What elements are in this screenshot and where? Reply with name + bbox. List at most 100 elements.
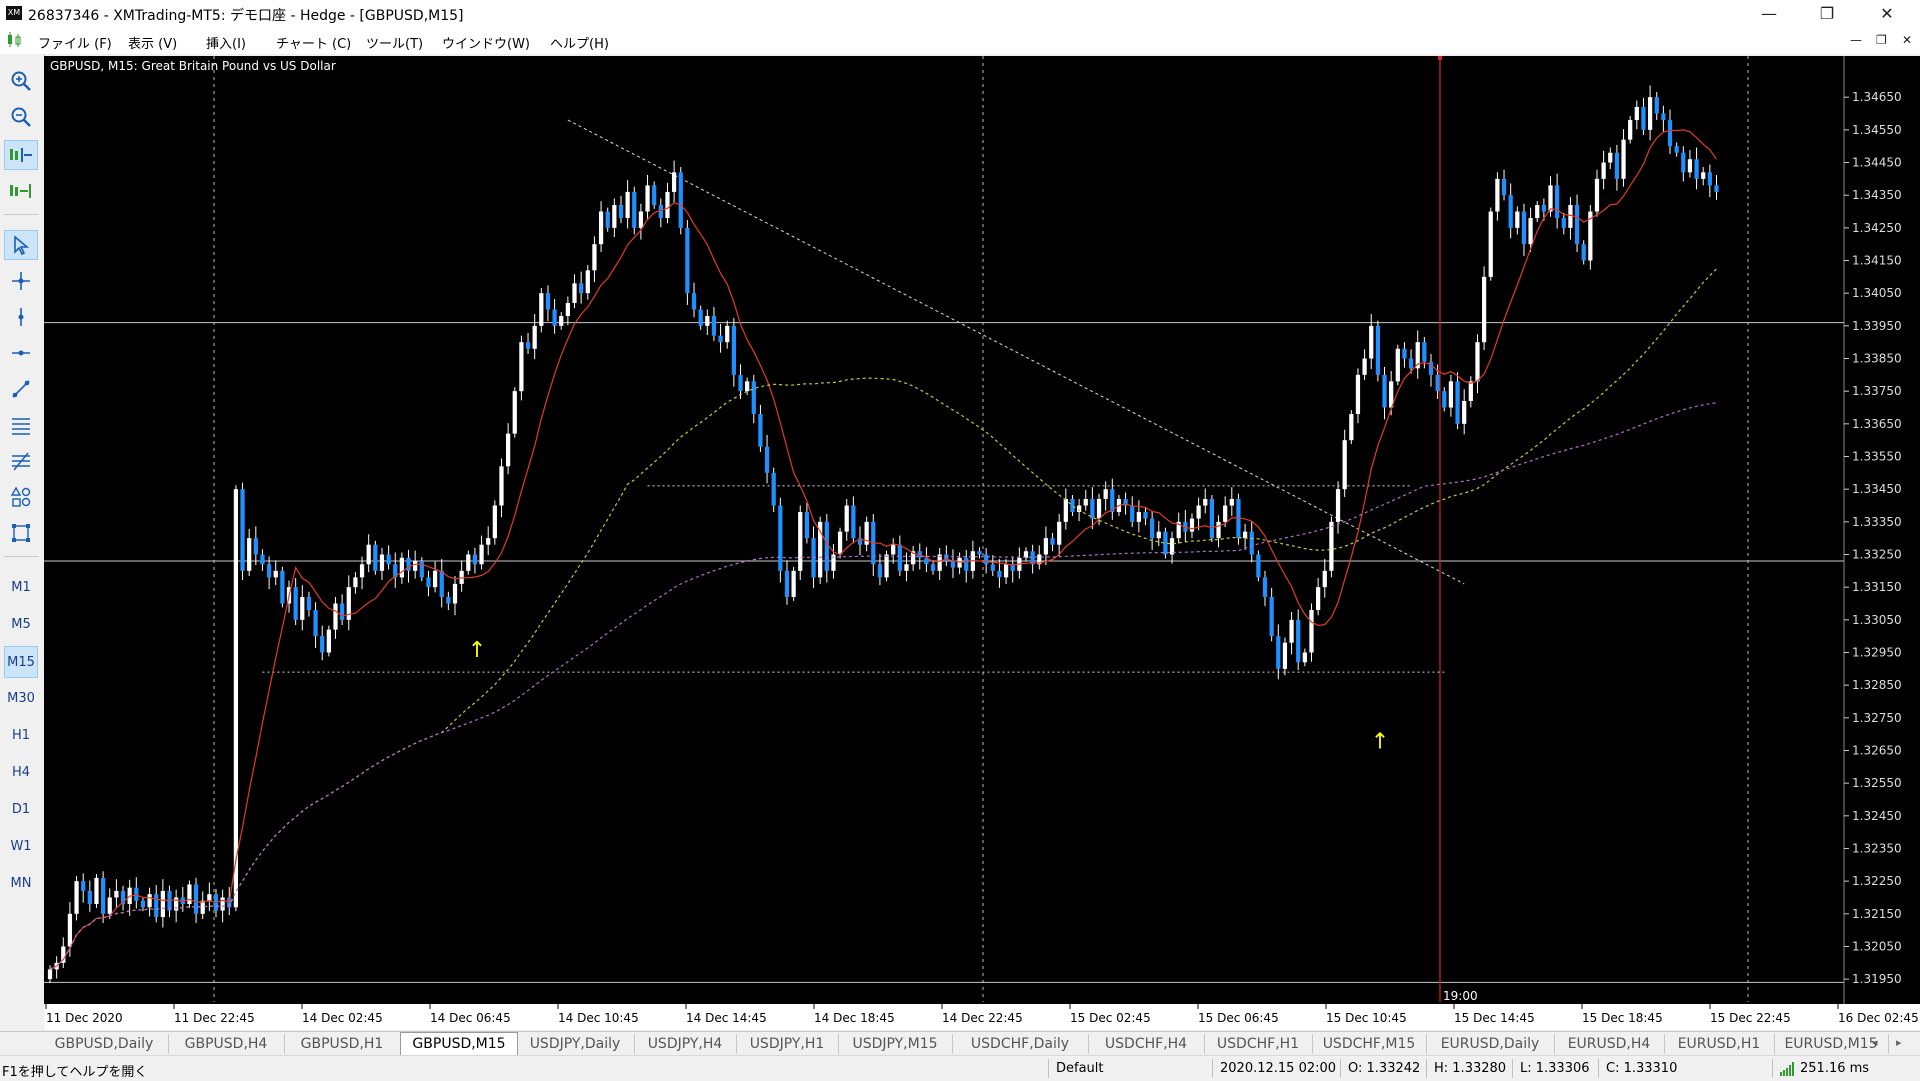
candle-body (658, 204, 663, 219)
timeframe-mn-button[interactable]: MN (10, 876, 32, 891)
window-title: 26837346 - XMTrading-MT5: デモ口座 - Hedge -… (28, 8, 464, 24)
horizontal-line-button[interactable] (4, 338, 38, 368)
candle-body (1694, 159, 1699, 179)
trendline-icon (12, 380, 30, 398)
close-button[interactable]: ✕ (1880, 4, 1894, 23)
chart-window-icon[interactable] (6, 32, 24, 48)
candle-body (1408, 358, 1414, 369)
candle-body (1495, 178, 1500, 212)
candle-body (950, 561, 956, 568)
candle-body (1043, 538, 1049, 555)
candle-body (691, 293, 697, 310)
status-bar: F1を押してヘルプを開く Default 2020.12.15 02:00 O:… (0, 1055, 1920, 1081)
channel-button[interactable] (4, 410, 38, 440)
tab-eurusd-h1[interactable]: EURUSD,H1 (1664, 1034, 1775, 1054)
candle-body (718, 335, 723, 343)
timeframe-m15-button[interactable]: M15 (4, 646, 38, 678)
candle-body (1667, 120, 1673, 147)
candle-body (499, 466, 504, 506)
candle-body (605, 211, 610, 228)
menu-chart[interactable]: チャート (C) (276, 37, 352, 52)
shapes-button[interactable] (4, 482, 38, 512)
tab-usdjpy-m15[interactable]: USDJPY,M15 (838, 1034, 953, 1054)
tab-eurusd-m15[interactable]: EURUSD,M15 (1774, 1034, 1889, 1054)
mdi-minimize-button[interactable]: — (1850, 33, 1862, 47)
tab-usdjpy-h1[interactable]: USDJPY,H1 (736, 1034, 839, 1054)
menu-tools[interactable]: ツール(T) (366, 37, 424, 52)
cursor-button[interactable] (4, 230, 38, 260)
zoom-out-button[interactable] (4, 102, 38, 132)
candle-body (957, 557, 962, 568)
candle-body (247, 538, 252, 571)
candle-body (439, 570, 444, 597)
time-tick-label: 11 Dec 22:45 (174, 1011, 255, 1025)
tab-usdchf-daily[interactable]: USDCHF,Daily (952, 1034, 1089, 1054)
restore-button[interactable]: ❐ (1819, 4, 1835, 23)
tab-usdchf-h4[interactable]: USDCHF,H4 (1088, 1034, 1205, 1054)
minimize-button[interactable]: — (1761, 4, 1777, 23)
rectangle-button[interactable] (4, 518, 38, 548)
tab-usdchf-m15[interactable]: USDCHF,M15 (1312, 1034, 1427, 1054)
candle-body (1415, 342, 1420, 369)
vertical-line-button[interactable] (4, 302, 38, 332)
candle-body (964, 557, 969, 571)
tab-usdjpy-h4[interactable]: USDJPY,H4 (634, 1034, 737, 1054)
mdi-restore-button[interactable]: ❐ (1876, 33, 1887, 47)
price-chart[interactable]: 11 Dec 2020 11 Dec 22:45 14 Dec 02:45 14 De… (44, 56, 1920, 1030)
candle-body (645, 185, 650, 212)
candle-body (174, 897, 179, 911)
zoom-in-button[interactable] (4, 66, 38, 96)
tab-eurusd-daily[interactable]: EURUSD,Daily (1426, 1034, 1555, 1054)
timeframe-d1-button[interactable]: D1 (11, 802, 31, 817)
candle-body (406, 557, 411, 571)
timeframe-m1-button[interactable]: M1 (11, 580, 31, 595)
candle-body (1588, 211, 1593, 261)
chart-tabs: ◂ ▸ GBPUSD,Daily GBPUSD,H4 GBPUSD,H1 GBPUSD… (0, 1031, 1920, 1056)
candle-body (1223, 505, 1228, 522)
up-arrow-marker[interactable]: ↑ (1371, 730, 1389, 755)
tab-gbpusd-h4[interactable]: GBPUSD,H4 (168, 1034, 285, 1054)
timeframe-m30-button[interactable]: M30 (7, 691, 35, 706)
menu-insert[interactable]: 挿入(I) (206, 37, 246, 52)
time-tick-label: 15 Dec 14:45 (1454, 1011, 1535, 1025)
up-arrow-marker[interactable]: ↑ (468, 638, 486, 663)
trendline-button[interactable] (4, 374, 38, 404)
tab-gbpusd-h1[interactable]: GBPUSD,H1 (284, 1034, 401, 1054)
candle-body (1701, 172, 1706, 179)
chart-shift-button[interactable] (4, 140, 38, 170)
candle-body (320, 636, 325, 653)
timeframe-w1-button[interactable]: W1 (10, 839, 32, 854)
menu-view[interactable]: 表示 (V) (128, 37, 178, 52)
tabs-scroll-right-button[interactable]: ▸ (1896, 1036, 1902, 1049)
fibonacci-button[interactable] (4, 446, 38, 476)
tab-gbpusd-daily[interactable]: GBPUSD,Daily (40, 1034, 169, 1054)
auto-scroll-button[interactable] (4, 176, 38, 206)
menu-file[interactable]: ファイル (F) (38, 37, 112, 52)
menu-bar: ファイル (F) 表示 (V) 挿入(I) チャート (C) ツール(T) ウイ… (0, 28, 1920, 54)
candle-body (1209, 498, 1215, 539)
title-bar: XM 26837346 - XMTrading-MT5: デモ口座 - Hedg… (0, 0, 1920, 28)
menu-window[interactable]: ウインドウ(W) (442, 37, 530, 52)
vline-handle[interactable] (1438, 56, 1442, 60)
candle-body (1561, 218, 1566, 228)
price-tick-label: 1.34550 (1852, 123, 1902, 137)
menu-help[interactable]: ヘルプ(H) (550, 37, 609, 52)
timeframe-h4-button[interactable]: H4 (11, 765, 31, 780)
price-tick-label: 1.33350 (1852, 515, 1902, 529)
chart-header: GBPUSD, M15: Great Britain Pound vs US D… (50, 59, 336, 73)
tabs-scroll-left-button[interactable]: ◂ (1872, 1036, 1878, 1049)
candle-body (1335, 489, 1341, 522)
tab-usdjpy-daily[interactable]: USDJPY,Daily (516, 1034, 635, 1054)
tab-gbpusd-m15[interactable]: GBPUSD,M15 (400, 1032, 518, 1056)
trendline[interactable] (567, 119, 1465, 585)
candle-body (944, 554, 949, 562)
timeframe-m5-button[interactable]: M5 (11, 617, 31, 632)
mdi-close-button[interactable]: ✕ (1902, 33, 1913, 47)
candle-body (1614, 152, 1620, 179)
moving-average-violet (49, 402, 1717, 970)
crosshair-button[interactable] (4, 266, 38, 296)
timeframe-h1-button[interactable]: H1 (11, 728, 31, 743)
tab-usdchf-h1[interactable]: USDCHF,H1 (1204, 1034, 1313, 1054)
time-tick-label: 15 Dec 06:45 (1198, 1011, 1279, 1025)
tab-eurusd-h4[interactable]: EURUSD,H4 (1554, 1034, 1665, 1054)
